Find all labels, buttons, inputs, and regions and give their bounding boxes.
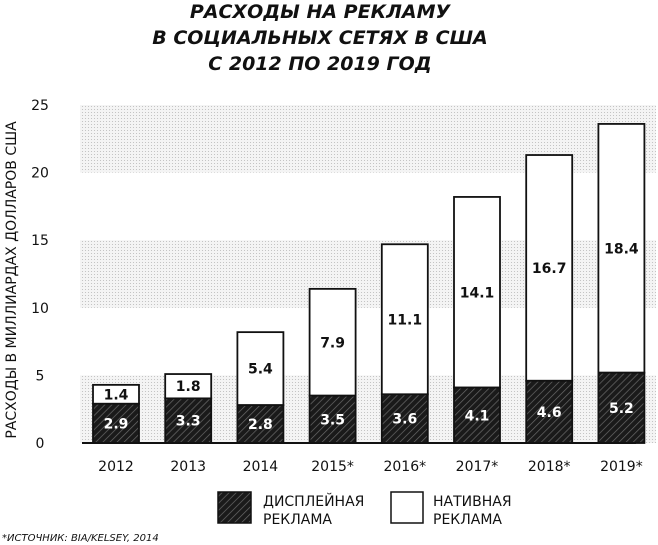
bar-label-native: 16.7 <box>532 261 567 277</box>
bar-native <box>164 373 213 400</box>
legend-label-native-2: РЕКЛАМА <box>433 512 502 528</box>
title-line-3: С 2012 ПО 2019 ГОД <box>208 53 431 75</box>
bar-display <box>453 386 501 444</box>
y-tick-label: 25 <box>31 98 49 114</box>
title-line-2: В СОЦИАЛЬНЫХ СЕТЯХ В США <box>152 27 488 49</box>
y-axis: 0 5 10 15 20 25 <box>31 98 49 452</box>
bar-label-display: 4.1 <box>465 408 490 424</box>
bar-display <box>92 402 140 444</box>
x-tick-label: 2017* <box>456 459 499 475</box>
y-tick-label: 0 <box>36 436 45 452</box>
bar-native <box>236 331 285 407</box>
x-axis: 2012 2013 2014 2015* 2016* 2017* 2018* 2019* <box>98 459 643 475</box>
bar-display <box>525 379 574 444</box>
bar-label-display: 2.9 <box>104 416 129 432</box>
x-tick-label: 2019* <box>600 459 643 475</box>
bar-label-native: 18.4 <box>604 241 639 257</box>
source-note: *ИСТОЧНИК: BIA/KELSEY, 2014 <box>2 533 159 544</box>
bar-native <box>597 123 646 374</box>
bar-label-native: 11.1 <box>388 312 423 328</box>
bars: 2.9 1.4 3.3 1.8 2.8 5.4 3.5 7.9 3.6 11.1 4.1 14.1 4.… <box>92 123 646 444</box>
y-tick-label: 10 <box>31 301 49 317</box>
y-tick-label: 20 <box>31 166 49 182</box>
bar-display <box>164 397 213 444</box>
bar-display <box>597 371 646 444</box>
bar-label-display: 2.8 <box>248 417 273 433</box>
y-tick-label: 15 <box>31 233 49 249</box>
x-tick-label: 2012 <box>98 459 134 475</box>
bar-label-native: 7.9 <box>320 335 345 351</box>
x-tick-label: 2018* <box>528 459 571 475</box>
bar-native <box>453 196 501 389</box>
x-tick-label: 2013 <box>170 459 206 475</box>
bar-display <box>236 404 285 444</box>
legend-label-display-1: ДИСПЛЕЙНАЯ <box>263 492 364 510</box>
x-tick-label: 2016* <box>383 459 426 475</box>
legend-swatch-native <box>390 491 424 524</box>
y-tick-label: 5 <box>36 368 45 384</box>
y-axis-title: РАСХОДЫ В МИЛЛИАРДАХ ДОЛЛАРОВ США <box>4 121 20 439</box>
x-tick-label: 2014 <box>243 459 279 475</box>
bar-label-display: 3.3 <box>176 414 201 430</box>
title-line-1: РАСХОДЫ НА РЕКЛАМУ <box>190 1 452 23</box>
x-tick-label: 2015* <box>311 459 354 475</box>
bar-native <box>308 287 357 397</box>
bar-label-display: 3.6 <box>392 412 417 428</box>
bar-native <box>525 154 574 382</box>
bar-label-native: 14.1 <box>460 285 495 301</box>
bar-label-display: 5.2 <box>609 401 634 417</box>
bar-label-native: 1.4 <box>104 387 129 403</box>
bar-label-native: 5.4 <box>248 362 273 378</box>
legend-swatch-display <box>217 491 252 524</box>
legend-label-native-1: НАТИВНАЯ <box>433 494 512 510</box>
chart-title: РАСХОДЫ НА РЕКЛАМУ В СОЦИАЛЬНЫХ СЕТЯХ В … <box>152 1 488 75</box>
bar-label-native: 1.8 <box>176 379 201 395</box>
bar-label-display: 4.6 <box>537 405 562 421</box>
legend: ДИСПЛЕЙНАЯ РЕКЛАМА НАТИВНАЯ РЕКЛАМА <box>217 491 512 528</box>
legend-label-display-2: РЕКЛАМА <box>263 512 332 528</box>
bar-label-display: 3.5 <box>320 412 345 428</box>
